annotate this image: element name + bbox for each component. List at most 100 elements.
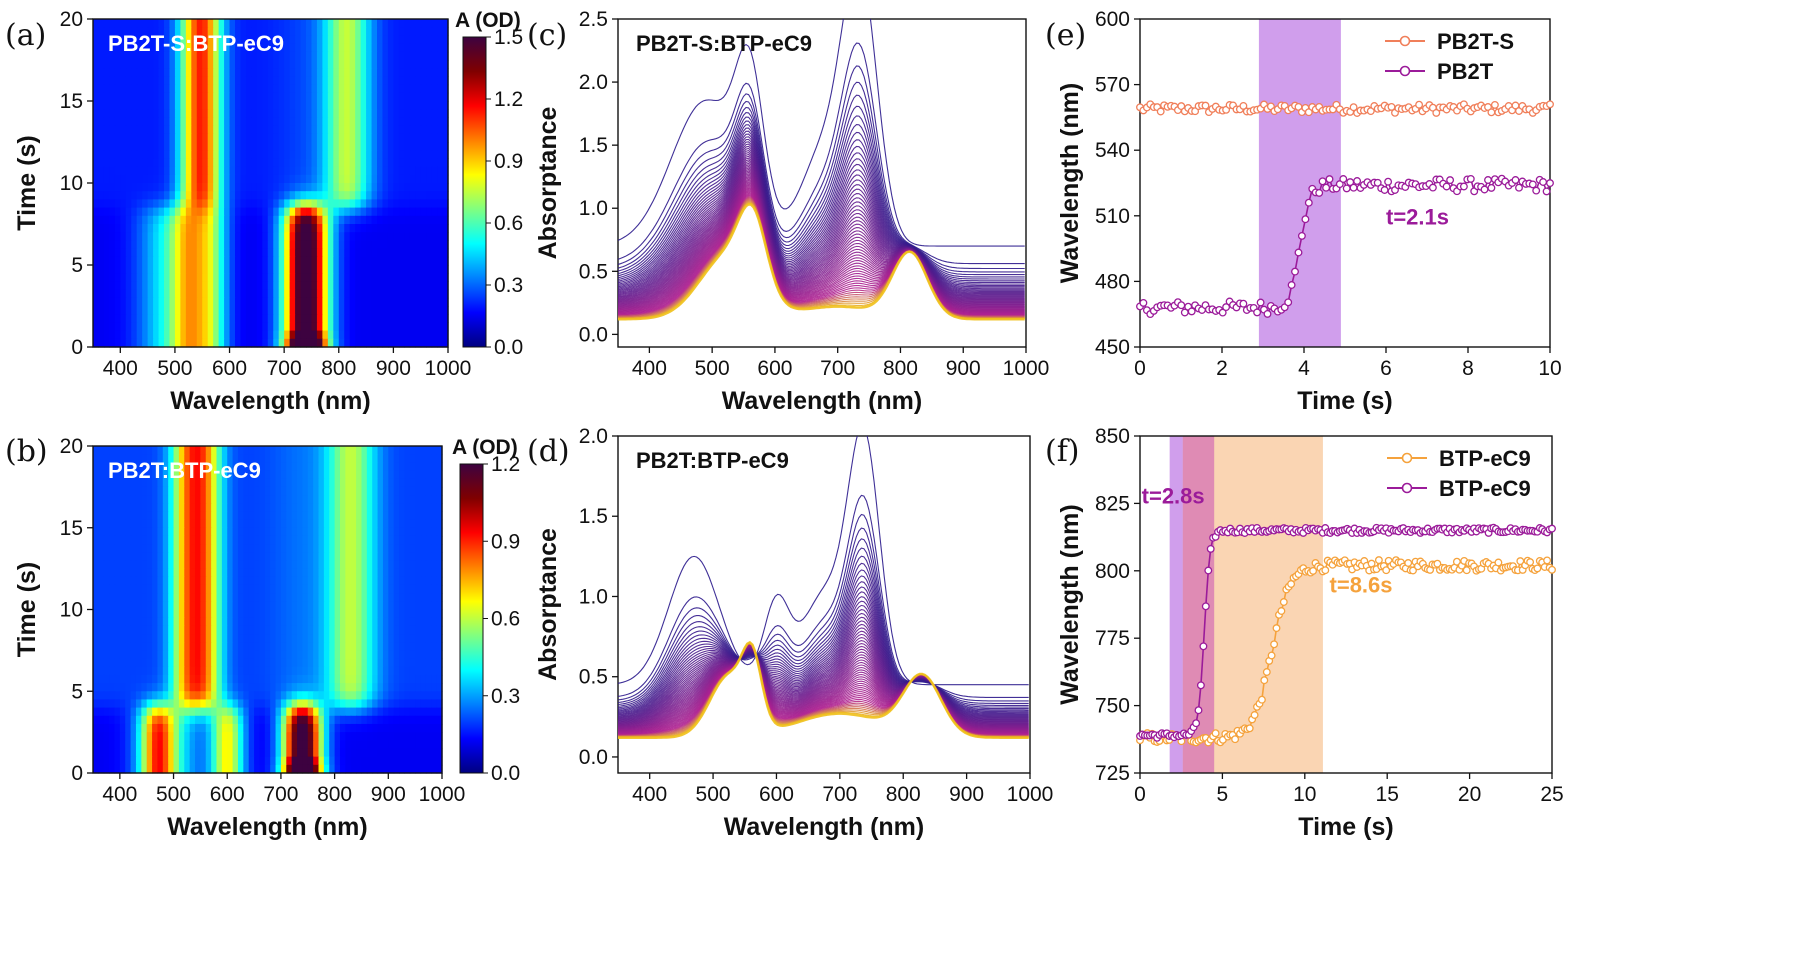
heatmap-cell xyxy=(184,470,191,480)
heatmap-cell xyxy=(360,297,367,307)
heatmap-cell xyxy=(356,683,363,692)
heatmap-cell xyxy=(153,215,160,225)
heatmap-cell xyxy=(207,289,214,299)
heatmap-cell xyxy=(313,527,320,537)
heatmap-cell xyxy=(318,593,325,602)
heatmap-cell xyxy=(398,215,405,225)
heatmap-cell xyxy=(371,314,378,323)
heatmap-cell xyxy=(327,133,334,143)
heatmap-cell xyxy=(307,527,314,537)
heatmap-cell xyxy=(318,478,325,488)
heatmap-cell xyxy=(135,584,142,594)
heatmap-cell xyxy=(338,133,345,143)
heatmap-cell xyxy=(109,248,116,258)
heatmap-cell xyxy=(350,699,357,709)
heatmap-cell xyxy=(306,84,313,94)
heatmap-cell xyxy=(426,289,433,299)
heatmap-cell xyxy=(200,511,207,521)
heatmap-cell xyxy=(248,691,255,701)
heatmap-cell xyxy=(216,568,223,578)
heatmap-cell xyxy=(339,683,346,692)
heatmap-cell xyxy=(322,84,329,94)
heatmap-cell xyxy=(221,715,228,725)
heatmap-cell xyxy=(344,289,351,299)
heatmap-cell xyxy=(200,584,207,594)
heatmap-cell xyxy=(211,674,218,684)
heatmap-cell xyxy=(103,462,110,472)
x-tick-label: 400 xyxy=(103,357,138,380)
heatmap-cell xyxy=(393,511,400,521)
heatmap-cell xyxy=(291,666,298,676)
heatmap-cell xyxy=(280,650,287,660)
heatmap-cell xyxy=(237,707,244,717)
heatmap-cell xyxy=(300,314,307,323)
heatmap-cell xyxy=(289,224,296,233)
heatmap-cell xyxy=(174,224,181,233)
heatmap-cell xyxy=(135,601,142,611)
heatmap-cell xyxy=(267,125,274,135)
heatmap-cell xyxy=(221,732,228,741)
heatmap-cell xyxy=(295,101,302,110)
heatmap-cell xyxy=(169,27,176,36)
heatmap-cell xyxy=(307,650,314,660)
heatmap-cell xyxy=(387,281,394,291)
heatmap-cell xyxy=(164,142,171,151)
heatmap-cell xyxy=(366,322,373,332)
heatmap-cell xyxy=(180,281,187,291)
heatmap-cell xyxy=(178,535,185,545)
heatmap-cell xyxy=(125,207,132,217)
heatmap-cell xyxy=(147,109,154,118)
heatmap-cell xyxy=(436,552,443,562)
heatmap-cell xyxy=(119,699,126,709)
heatmap-cell xyxy=(237,658,244,668)
heatmap-cell xyxy=(158,297,165,307)
heatmap-cell xyxy=(98,76,105,86)
heatmap-cell xyxy=(243,503,250,512)
heatmap-cell xyxy=(387,92,394,102)
heatmap-cell xyxy=(399,674,406,684)
heatmap-cell xyxy=(213,174,220,184)
heatmap-cell xyxy=(114,666,121,676)
heatmap-cell xyxy=(382,723,389,733)
heatmap-cell xyxy=(202,199,209,209)
heatmap-cell xyxy=(229,314,236,323)
heatmap-cell xyxy=(178,650,185,660)
heatmap-cell xyxy=(409,101,416,110)
heatmap-cell xyxy=(278,43,285,53)
heatmap-cell xyxy=(382,584,389,594)
heatmap-cell xyxy=(280,658,287,668)
heatmap-cell xyxy=(200,454,207,463)
heatmap-cell xyxy=(162,454,169,463)
heatmap-cell xyxy=(297,674,303,684)
heatmap-cell xyxy=(338,68,345,77)
heatmap-cell xyxy=(399,462,406,472)
heatmap-cell xyxy=(393,60,400,69)
heatmap-cell xyxy=(333,306,340,315)
heatmap-cell xyxy=(327,183,334,192)
heatmap-cell xyxy=(280,593,287,602)
heatmap-cell xyxy=(295,273,302,282)
heatmap-cell xyxy=(313,625,320,635)
heatmap-cell xyxy=(291,593,298,602)
heatmap-cell xyxy=(262,289,269,299)
heatmap-cell xyxy=(280,462,287,472)
heatmap-cell xyxy=(168,486,175,496)
heatmap-cell xyxy=(426,142,433,151)
heatmap-cell xyxy=(300,306,307,315)
heatmap-cell xyxy=(267,43,274,53)
heatmap-cell xyxy=(291,454,298,463)
heatmap-cell xyxy=(420,330,427,340)
heatmap-cell xyxy=(93,51,100,61)
heatmap-cell xyxy=(185,43,192,53)
heatmap-cell xyxy=(200,666,207,676)
heatmap-cell xyxy=(180,92,187,102)
heatmap-cell xyxy=(372,642,379,651)
heatmap-cell xyxy=(162,617,169,627)
heatmap-cell xyxy=(98,446,105,455)
heatmap-cell xyxy=(393,478,400,488)
heatmap-cell xyxy=(366,76,373,86)
heatmap-cell xyxy=(131,224,138,233)
heatmap-cell xyxy=(399,495,406,504)
heatmap-cell xyxy=(425,576,432,586)
heatmap-cell xyxy=(334,584,341,594)
